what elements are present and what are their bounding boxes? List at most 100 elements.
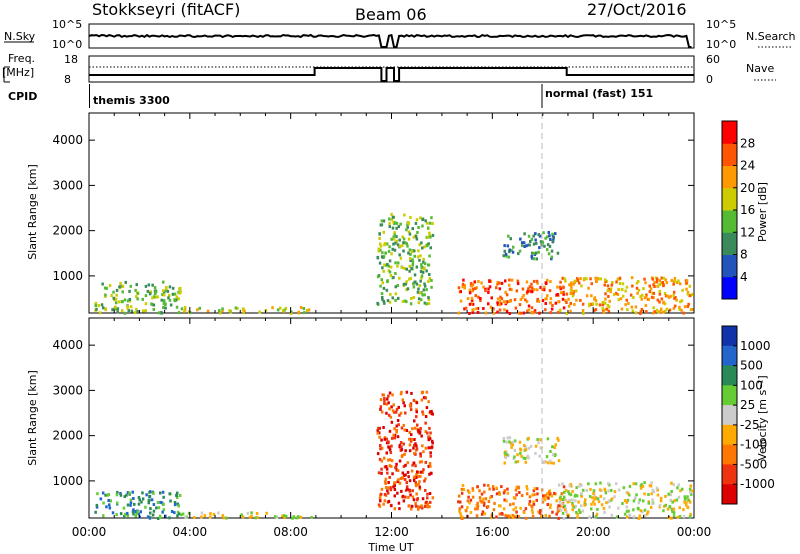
scatter-cell <box>519 451 522 455</box>
scatter-cell <box>536 438 539 441</box>
scatter-cell <box>544 297 547 301</box>
scatter-cell <box>212 512 216 516</box>
scatter-cell <box>536 281 539 285</box>
scatter-cell <box>533 493 536 497</box>
scatter-cell <box>162 289 165 293</box>
scatter-cell <box>505 300 509 304</box>
scatter-cell <box>536 487 539 491</box>
scatter-cell <box>420 266 423 270</box>
scatter-cell <box>200 515 203 519</box>
scatter-cell <box>398 507 401 511</box>
scatter-cell <box>131 510 135 514</box>
scatter-cell <box>547 231 550 234</box>
scatter-cell <box>526 454 530 458</box>
scatter-cell <box>414 502 417 505</box>
scatter-cell <box>472 308 475 312</box>
scatter-cell <box>652 291 656 295</box>
scatter-cell <box>405 267 408 271</box>
scatter-cell <box>665 307 669 311</box>
scatter-cell <box>510 441 513 445</box>
scatter-cell <box>388 475 391 479</box>
scatter-cell <box>670 481 673 485</box>
scatter-cell <box>393 233 396 237</box>
scatter-cell <box>407 475 410 479</box>
scatter-cell <box>504 301 507 304</box>
scatter-cell <box>479 297 482 300</box>
scatter-cell <box>612 293 616 297</box>
scatter-cell <box>601 308 605 312</box>
scatter-cell <box>496 302 500 306</box>
scatter-cell <box>470 298 474 302</box>
scatter-cell <box>428 435 431 439</box>
scatter-cell <box>405 288 408 292</box>
scatter-cell <box>492 311 495 315</box>
scatter-cell <box>507 283 511 287</box>
scatter-cell <box>533 487 537 491</box>
scatter-cell <box>414 221 418 225</box>
scatter-cell <box>405 228 408 232</box>
scatter-cell <box>386 397 389 401</box>
scatter-cell <box>630 276 634 280</box>
scatter-cell <box>399 222 402 226</box>
scatter-cell <box>406 244 409 248</box>
scatter-cell <box>173 501 177 504</box>
scatter-cell <box>561 297 565 301</box>
scatter-cell <box>398 445 401 449</box>
scatter-cell <box>573 279 577 283</box>
scatter-cell <box>406 461 410 465</box>
scatter-cell <box>417 507 420 511</box>
colorbar-tick-label: 28 <box>740 136 755 150</box>
scatter-cell <box>669 294 672 298</box>
scatter-cell <box>385 465 388 469</box>
scatter-cell <box>571 508 574 512</box>
scatter-cell <box>404 473 407 477</box>
scatter-cell <box>517 311 520 315</box>
scatter-cell <box>556 506 560 510</box>
scatter-cell <box>399 477 403 480</box>
scatter-cell <box>632 508 635 512</box>
scatter-cell <box>553 491 556 495</box>
scatter-cell <box>380 459 384 463</box>
scatter-cell <box>411 261 415 265</box>
scatter-cell <box>658 283 662 286</box>
scatter-cell <box>538 311 541 315</box>
scatter-cell <box>241 515 245 519</box>
scatter-cell <box>546 243 550 247</box>
scatter-cell <box>483 483 486 487</box>
scatter-cell <box>664 278 667 282</box>
scatter-cell <box>522 241 526 245</box>
scatter-cell <box>384 477 388 481</box>
scatter-cell <box>678 307 681 311</box>
freq-tick-bottom: 8 <box>64 73 71 86</box>
scatter-cell <box>108 284 112 288</box>
scatter-cell <box>397 501 401 505</box>
scatter-cell <box>543 498 547 502</box>
scatter-cell <box>159 491 162 495</box>
scatter-cell <box>543 244 546 248</box>
scatter-cell <box>645 310 648 314</box>
colorbar-swatch <box>722 424 737 446</box>
scatter-cell <box>556 251 560 255</box>
scatter-cell <box>408 437 411 441</box>
scatter-cell <box>420 291 423 294</box>
scatter-cell <box>587 482 590 486</box>
scatter-cell <box>420 398 424 402</box>
scatter-cell <box>537 299 541 303</box>
scatter-cell <box>460 487 464 491</box>
scatter-cell <box>386 263 389 266</box>
scatter-cell <box>671 500 674 504</box>
scatter-cell <box>408 443 412 447</box>
scatter-cell <box>528 285 532 289</box>
scatter-cell <box>520 244 524 248</box>
scatter-cell <box>539 240 543 244</box>
scatter-cell <box>484 497 488 501</box>
scatter-cell <box>548 234 551 238</box>
scatter-cell <box>403 266 406 270</box>
scatter-cell <box>145 493 148 497</box>
scatter-cell <box>377 247 380 251</box>
scatter-cell <box>120 300 124 303</box>
scatter-cell <box>468 288 472 292</box>
scatter-cell <box>403 299 407 303</box>
scatter-cell <box>398 238 401 242</box>
